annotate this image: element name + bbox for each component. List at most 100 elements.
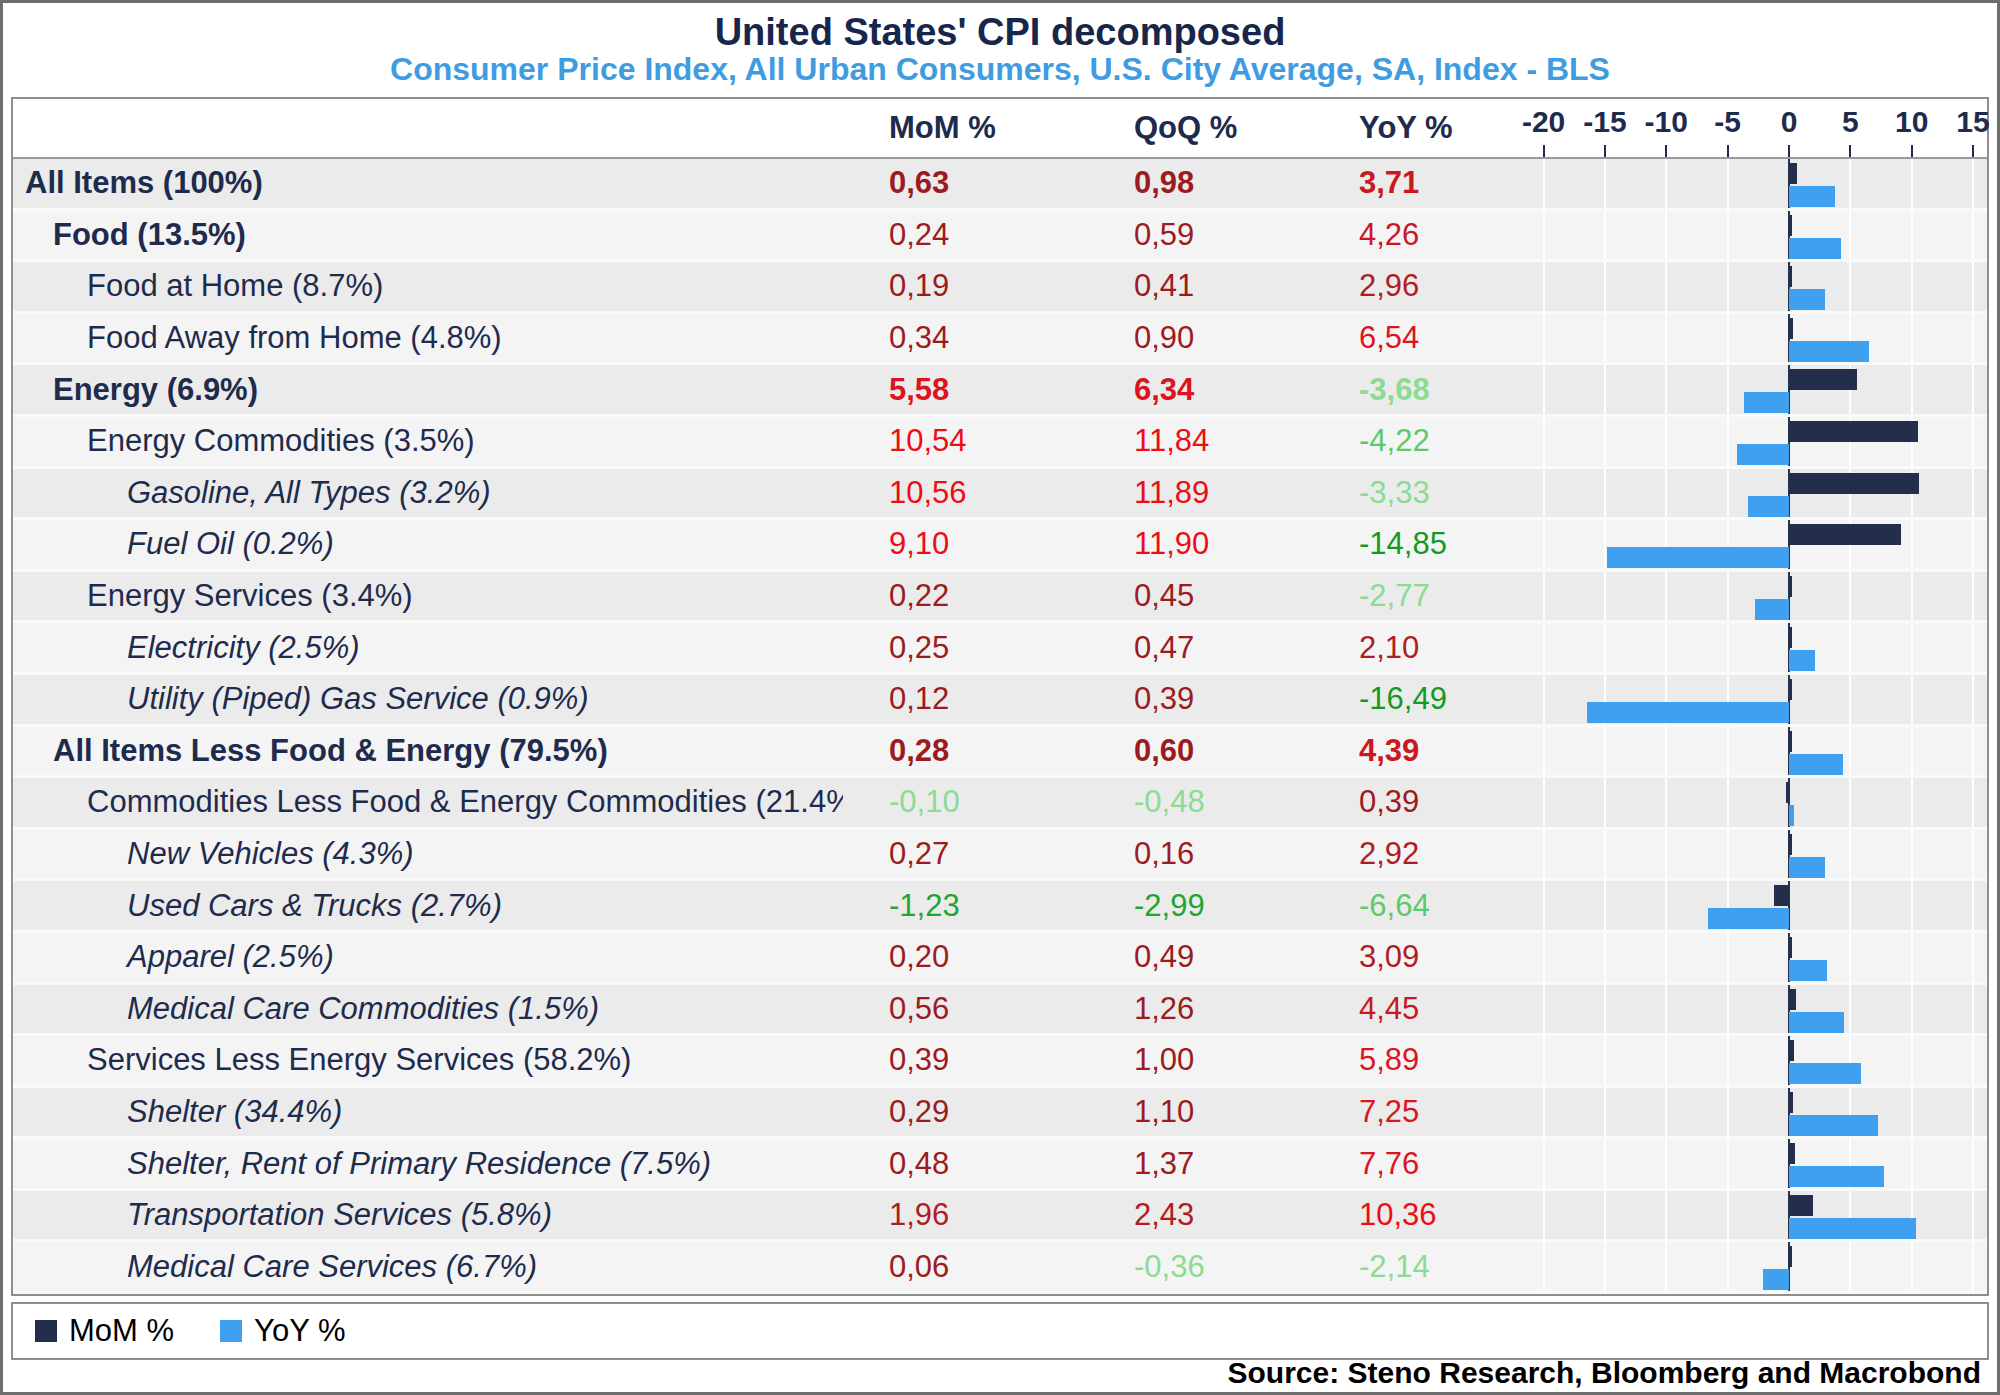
- table-row: All Items Less Food & Energy (79.5%)0,28…: [13, 727, 1987, 779]
- gridline: [1604, 262, 1606, 311]
- gridline: [1972, 159, 1974, 208]
- mom-bar: [1789, 215, 1792, 236]
- gridline: [1665, 623, 1667, 672]
- yoy-bar: [1789, 341, 1869, 362]
- qoq-value: -2,99: [1088, 881, 1333, 930]
- gridline: [1727, 778, 1729, 827]
- row-bars: [1508, 159, 1987, 208]
- gridline: [1543, 469, 1545, 518]
- yoy-value: -14,85: [1333, 520, 1508, 569]
- yoy-value: 2,10: [1333, 623, 1508, 672]
- qoq-value: 0,59: [1088, 211, 1333, 260]
- chart-title: United States' CPI decomposed: [3, 3, 1997, 51]
- row-label: Food at Home (8.7%): [13, 262, 843, 311]
- mom-value: 0,24: [843, 211, 1088, 260]
- gridline: [1543, 1191, 1545, 1240]
- row-label: Fuel Oil (0.2%): [13, 520, 843, 569]
- yoy-value: 3,09: [1333, 933, 1508, 982]
- yoy-value: 7,76: [1333, 1139, 1508, 1188]
- mom-value: 0,12: [843, 675, 1088, 724]
- gridline: [1849, 830, 1851, 879]
- yoy-value: 3,71: [1333, 159, 1508, 208]
- axis-tick-mark: [1727, 145, 1729, 157]
- mom-bar: [1789, 989, 1796, 1010]
- gridline: [1849, 727, 1851, 776]
- gridline: [1972, 727, 1974, 776]
- row-label: Shelter (34.4%): [13, 1088, 843, 1137]
- mom-bar: [1789, 1040, 1794, 1061]
- row-label: Electricity (2.5%): [13, 623, 843, 672]
- gridline: [1604, 1242, 1606, 1291]
- yoy-value: -16,49: [1333, 675, 1508, 724]
- gridline: [1543, 417, 1545, 466]
- row-label: Used Cars & Trucks (2.7%): [13, 881, 843, 930]
- gridline: [1665, 211, 1667, 260]
- gridline: [1911, 314, 1913, 363]
- row-label: Transportation Services (5.8%): [13, 1191, 843, 1240]
- header-row: MoM % QoQ % YoY % -20-15-10-5051015: [13, 99, 1987, 159]
- gridline: [1849, 262, 1851, 311]
- axis-header: -20-15-10-5051015: [1508, 99, 1987, 157]
- gridline: [1543, 1242, 1545, 1291]
- gridline: [1543, 1036, 1545, 1085]
- table-body: All Items (100%)0,630,983,71Food (13.5%)…: [13, 159, 1987, 1294]
- gridline: [1727, 469, 1729, 518]
- mom-value: 0,56: [843, 985, 1088, 1034]
- source-note: Source: Steno Research, Bloomberg and Ma…: [1228, 1356, 1981, 1390]
- yoy-bar: [1789, 238, 1841, 259]
- mom-value: 0,63: [843, 159, 1088, 208]
- yoy-bar: [1744, 392, 1789, 413]
- gridline: [1543, 778, 1545, 827]
- row-bars: [1508, 211, 1987, 260]
- gridline: [1665, 1191, 1667, 1240]
- gridline: [1543, 262, 1545, 311]
- gridline: [1849, 881, 1851, 930]
- mom-bar: [1789, 679, 1792, 700]
- gridline: [1604, 314, 1606, 363]
- axis-tick-label: 10: [1895, 105, 1928, 139]
- row-label: New Vehicles (4.3%): [13, 830, 843, 879]
- gridline: [1849, 159, 1851, 208]
- gridline: [1727, 211, 1729, 260]
- yoy-value: -3,68: [1333, 365, 1508, 414]
- qoq-value: 0,16: [1088, 830, 1333, 879]
- gridline: [1543, 933, 1545, 982]
- row-label: Apparel (2.5%): [13, 933, 843, 982]
- label-column-header: [13, 99, 843, 157]
- table-panel: MoM % QoQ % YoY % -20-15-10-5051015 All …: [11, 97, 1989, 1296]
- gridline: [1543, 830, 1545, 879]
- mom-value: 0,29: [843, 1088, 1088, 1137]
- row-bars: [1508, 830, 1987, 879]
- gridline: [1543, 675, 1545, 724]
- qoq-value: 0,98: [1088, 159, 1333, 208]
- mom-value: 9,10: [843, 520, 1088, 569]
- row-bars: [1508, 572, 1987, 621]
- table-row: Gasoline, All Types (3.2%)10,5611,89-3,3…: [13, 469, 1987, 521]
- gridline: [1665, 778, 1667, 827]
- table-row: Apparel (2.5%)0,200,493,09: [13, 933, 1987, 985]
- table-row: Services Less Energy Services (58.2%)0,3…: [13, 1036, 1987, 1088]
- gridline: [1911, 262, 1913, 311]
- table-row: Medical Care Services (6.7%)0,06-0,36-2,…: [13, 1242, 1987, 1294]
- gridline: [1911, 675, 1913, 724]
- mom-value: 0,25: [843, 623, 1088, 672]
- yoy-value: 2,92: [1333, 830, 1508, 879]
- gridline: [1543, 727, 1545, 776]
- yoy-value: -2,14: [1333, 1242, 1508, 1291]
- gridline: [1665, 1036, 1667, 1085]
- chart-subtitle: Consumer Price Index, All Urban Consumer…: [3, 51, 1997, 97]
- gridline: [1972, 1242, 1974, 1291]
- yoy-value: 7,25: [1333, 1088, 1508, 1137]
- row-label: Shelter, Rent of Primary Residence (7.5%…: [13, 1139, 843, 1188]
- table-row: Energy Commodities (3.5%)10,5411,84-4,22: [13, 417, 1987, 469]
- yoy-bar: [1789, 1012, 1844, 1033]
- mom-value: 5,58: [843, 365, 1088, 414]
- mom-bar: [1789, 318, 1793, 339]
- gridline: [1604, 778, 1606, 827]
- yoy-value: 5,89: [1333, 1036, 1508, 1085]
- gridline: [1911, 985, 1913, 1034]
- row-bars: [1508, 314, 1987, 363]
- yoy-bar: [1748, 496, 1789, 517]
- gridline: [1543, 365, 1545, 414]
- table-row: Shelter, Rent of Primary Residence (7.5%…: [13, 1139, 1987, 1191]
